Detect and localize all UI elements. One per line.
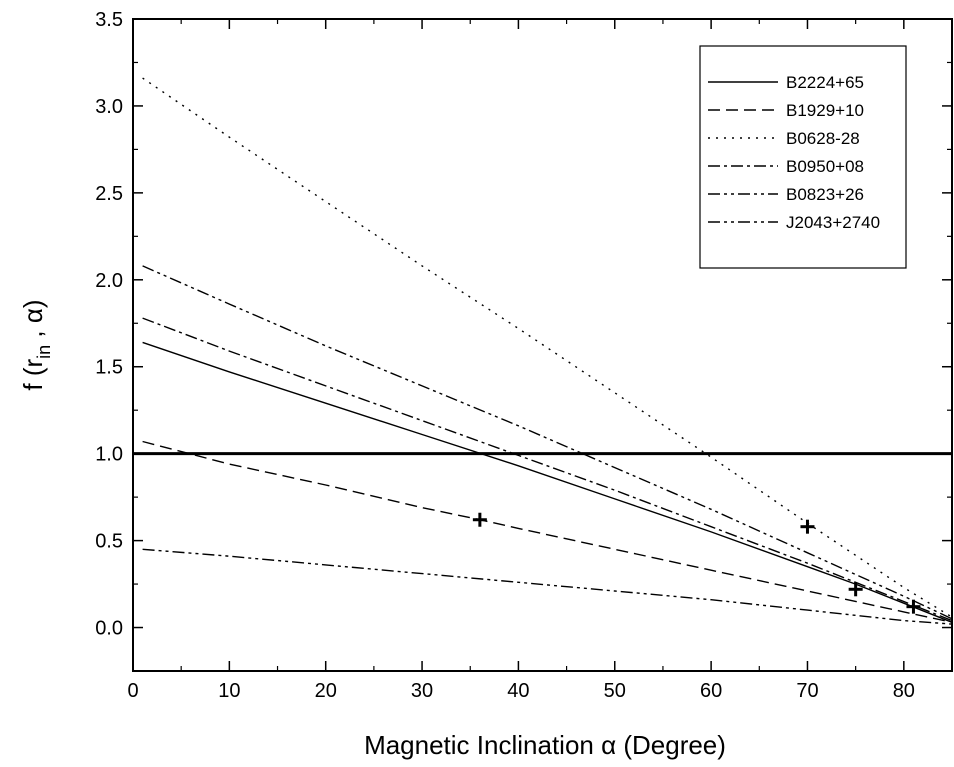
x-tick-label: 0 (127, 680, 138, 702)
y-tick-label: 3.0 (95, 96, 123, 118)
plot-frame (132, 18, 953, 672)
y-tick-labels: 0.0 0.5 1.0 1.5 2.0 2.5 3.0 3.5 (95, 9, 123, 640)
legend-label: J2043+2740 (786, 213, 880, 232)
plus-marker (472, 512, 487, 527)
legend-item: B2224+65 (708, 73, 864, 92)
plus-marker (906, 599, 921, 614)
series-line-2 (142, 440, 953, 623)
x-tick-label: 80 (893, 680, 915, 702)
series-line-6 (142, 548, 953, 625)
y-axis-label-main: f (r (18, 358, 48, 390)
axis-ticks (132, 18, 952, 672)
y-axis-label: f (rin , α) (18, 299, 54, 390)
legend-item: B0823+26 (708, 185, 864, 204)
y-tick-label: 2.5 (95, 183, 123, 205)
legend-box (699, 45, 907, 269)
x-tick-label: 20 (315, 680, 337, 702)
x-tick-label: 70 (796, 680, 818, 702)
y-tick-label: 1.0 (95, 444, 123, 466)
legend-label: B1929+10 (786, 101, 864, 120)
legend-label: B0823+26 (786, 185, 864, 204)
legend-item: B0950+08 (708, 157, 864, 176)
x-axis-label: Magnetic Inclination α (Degree) (364, 730, 726, 760)
data-markers (472, 512, 921, 614)
legend-items: B2224+65 B1929+10 B0628-28 B0950+08 B0823+26… (708, 73, 880, 232)
series-line-1 (142, 341, 953, 623)
legend-label: B0950+08 (786, 157, 864, 176)
y-tick-label: 0.0 (95, 618, 123, 640)
legend: B2224+65 B1929+10 B0628-28 B0950+08 B0823+26… (699, 45, 907, 269)
x-tick-label: 40 (507, 680, 529, 702)
y-tick-label: 3.5 (95, 9, 123, 31)
legend-item: J2043+2740 (708, 213, 880, 232)
x-tick-label: 60 (700, 680, 722, 702)
y-tick-label: 2.0 (95, 270, 123, 292)
x-tick-label: 50 (604, 680, 626, 702)
legend-label: B0628-28 (786, 129, 860, 148)
y-axis-label-sub: in (34, 345, 54, 359)
legend-item: B1929+10 (708, 101, 864, 120)
x-tick-label: 10 (218, 680, 240, 702)
legend-item: B0628-28 (708, 129, 860, 148)
y-tick-label: 1.5 (95, 357, 123, 379)
x-tick-labels: 0 10 20 30 40 50 60 70 80 (127, 680, 915, 702)
y-axis-label-tail: , α) (18, 299, 48, 344)
x-tick-label: 30 (411, 680, 433, 702)
series-line-5 (142, 265, 953, 620)
legend-label: B2224+65 (786, 73, 864, 92)
plus-marker (800, 519, 815, 534)
plus-marker (848, 582, 863, 597)
y-tick-label: 0.5 (95, 531, 123, 553)
